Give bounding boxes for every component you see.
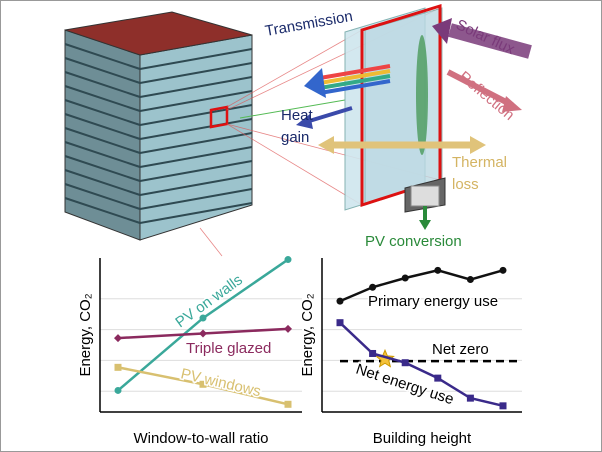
series-label: Primary energy use <box>368 293 498 310</box>
y-axis-label: Energy, CO₂ <box>77 293 94 376</box>
data-point <box>466 394 474 402</box>
y-axis-label: Energy, CO₂ <box>299 293 316 376</box>
series-label: Triple glazed <box>186 340 271 357</box>
data-point <box>369 349 377 357</box>
data-point <box>114 386 122 394</box>
data-point <box>499 402 507 410</box>
x-axis-label: Building height <box>373 430 472 447</box>
building <box>64 7 441 257</box>
data-point <box>284 256 292 264</box>
label-thermal-loss: loss <box>452 176 479 193</box>
data-point <box>369 283 377 291</box>
data-point <box>199 380 207 388</box>
data-point <box>401 359 409 367</box>
data-point <box>434 266 442 274</box>
data-point <box>284 400 292 408</box>
data-point <box>499 266 507 274</box>
net-zero-label: Net zero <box>432 341 489 358</box>
data-point <box>199 314 207 322</box>
label-pv-conversion: PV conversion <box>365 233 462 250</box>
data-point <box>336 297 344 305</box>
data-point <box>434 374 442 382</box>
data-point <box>114 334 122 343</box>
x-axis-label: Window-to-wall ratio <box>133 430 268 447</box>
label-heat-gain: gain <box>281 129 309 146</box>
series-line <box>339 321 504 408</box>
data-point <box>284 324 292 333</box>
window-diagram: Transmission Solar flux Reflection Heat … <box>264 3 532 250</box>
data-point <box>199 329 207 338</box>
data-point <box>401 274 409 282</box>
label-thermal-loss: Thermal <box>452 154 507 171</box>
data-point <box>336 319 344 327</box>
data-point <box>466 276 474 284</box>
series-line <box>339 269 504 303</box>
data-point <box>114 363 122 371</box>
label-heat-gain: Heat <box>281 107 314 124</box>
